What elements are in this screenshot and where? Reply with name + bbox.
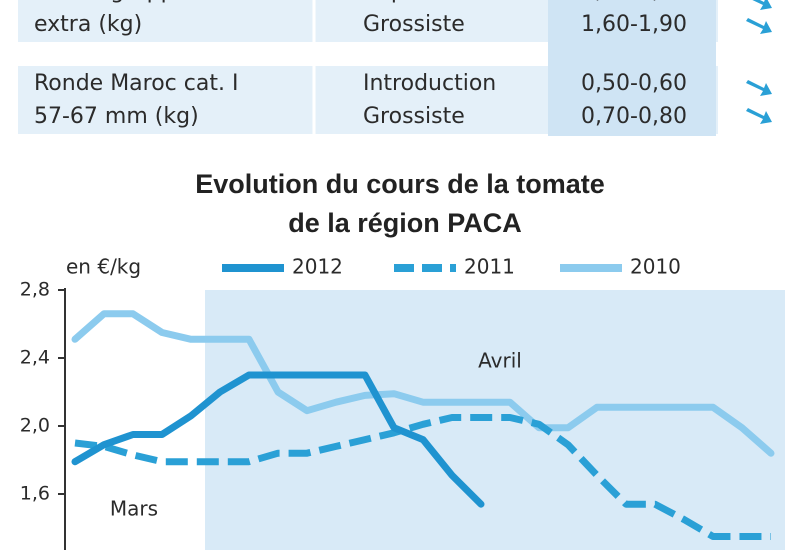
- series-line: [74, 414, 771, 540]
- series-line: [71, 310, 775, 457]
- table-cell: Ronde Maroc cat. I: [34, 71, 238, 96]
- table-cell: Introduction: [363, 71, 496, 96]
- table-cell: Ronde grappe Maroc: [34, 0, 262, 4]
- annotation: Mars: [110, 497, 158, 521]
- plot: 2,82,42,01,61,2: [20, 279, 775, 540]
- price-column-bg: [548, 0, 716, 136]
- legend-label: 2011: [464, 255, 515, 279]
- table-cell: 57-67 mm (kg): [34, 104, 199, 129]
- table-cell: Grossiste: [363, 104, 465, 129]
- table-cell: 0,70-0,80: [581, 104, 687, 129]
- table-cell: 1,80-2,00: [581, 0, 687, 4]
- y-tick-label: 2,4: [20, 347, 50, 369]
- chart-title: de la région PACA: [288, 208, 522, 238]
- table-cell: Importation: [363, 0, 492, 4]
- annotation: Avril: [478, 349, 522, 373]
- chart-title: Evolution du cours de la tomate: [195, 169, 605, 199]
- table-cell: Grossiste: [363, 12, 465, 37]
- y-tick-label: 1,6: [20, 483, 50, 505]
- y-axis-label: en €/kg: [66, 255, 141, 279]
- y-tick-label: 2,8: [20, 279, 50, 301]
- legend-label: 2012: [292, 255, 343, 279]
- table: Ronde grappe Maroc extra (kg) Importation G…: [34, 0, 687, 129]
- table-cell: extra (kg): [34, 12, 142, 37]
- table-cell: 1,60-1,90: [581, 12, 687, 37]
- april-band: [205, 290, 785, 550]
- legend-label: 2010: [630, 255, 681, 279]
- series-line: [71, 371, 485, 508]
- y-tick-label: 2,0: [20, 415, 50, 437]
- table-cell: 0,50-0,60: [581, 71, 687, 96]
- trend-arrows: [746, 0, 772, 124]
